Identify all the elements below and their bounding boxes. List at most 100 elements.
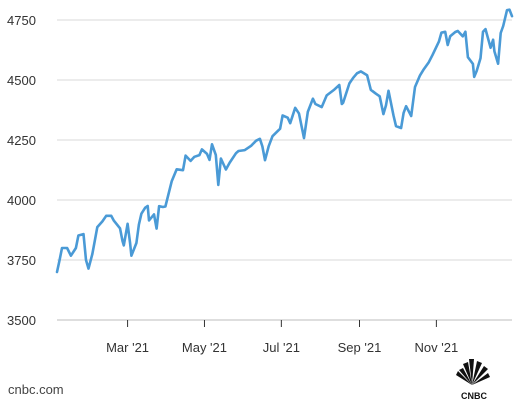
data-point: [348, 82, 351, 85]
data-point: [286, 116, 289, 119]
y-axis-tick-labels: 3500 3750 4000 4250 4500 4750: [7, 13, 36, 328]
data-point: [370, 89, 372, 91]
data-point: [96, 226, 99, 228]
x-tick-label: Sep '21: [338, 340, 382, 355]
grid-lines: [57, 19, 512, 321]
data-point: [144, 206, 146, 209]
data-point: [220, 157, 222, 160]
data-point: [320, 106, 323, 108]
data-point: [375, 92, 377, 95]
data-point: [405, 105, 407, 107]
data-point: [511, 15, 513, 17]
data-point: [148, 219, 150, 222]
data-point: [119, 227, 121, 230]
data-point: [82, 233, 85, 235]
data-point: [170, 180, 173, 183]
data-point: [464, 31, 467, 33]
data-point: [360, 70, 362, 73]
data-point: [506, 9, 508, 11]
data-point: [121, 240, 124, 242]
data-point: [479, 57, 482, 59]
data-point: [182, 169, 184, 171]
data-point: [385, 104, 387, 106]
data-point: [446, 44, 449, 46]
y-tick-label: 3500: [7, 313, 36, 328]
data-point: [312, 97, 314, 100]
data-point: [198, 154, 201, 156]
data-point: [228, 161, 231, 164]
data-point: [410, 115, 413, 117]
series-layer: [55, 8, 514, 274]
y-tick-label: 3750: [7, 253, 36, 268]
data-point: [105, 215, 107, 217]
data-point: [135, 242, 138, 244]
data-point: [499, 32, 502, 34]
data-point: [402, 112, 405, 114]
data-point: [123, 244, 125, 247]
data-point: [414, 86, 416, 88]
data-point: [392, 114, 395, 117]
data-point: [307, 111, 309, 113]
data-point: [449, 35, 452, 38]
data-point: [94, 240, 96, 242]
data-point: [158, 205, 160, 207]
cnbc-peacock-logo: CNBC: [456, 359, 490, 401]
data-point: [271, 135, 274, 137]
data-point: [225, 168, 227, 171]
data-point: [206, 153, 208, 155]
data-point: [387, 90, 390, 92]
data-point: [454, 31, 457, 33]
data-point: [91, 253, 94, 255]
data-point: [255, 139, 257, 142]
y-tick-label: 4750: [7, 13, 36, 28]
cnbc-logo-wordmark: CNBC: [461, 391, 487, 401]
data-point: [428, 61, 430, 63]
data-point: [342, 102, 344, 104]
data-point: [129, 242, 131, 244]
data-point: [264, 159, 266, 161]
data-point: [70, 254, 72, 257]
data-point: [175, 168, 178, 171]
data-point: [484, 28, 487, 30]
data-point: [289, 122, 292, 124]
data-point: [126, 223, 129, 225]
data-point: [298, 112, 300, 115]
data-point: [467, 56, 469, 58]
data-point: [497, 62, 499, 65]
data-point: [395, 125, 397, 127]
data-point: [101, 220, 104, 223]
data-point: [438, 40, 440, 43]
data-point: [303, 137, 305, 139]
data-point: [356, 72, 358, 75]
data-point: [164, 205, 167, 208]
data-point: [440, 31, 443, 34]
source-label: cnbc.com: [8, 382, 64, 397]
data-point: [189, 160, 192, 162]
data-point: [85, 259, 87, 261]
data-point: [333, 88, 336, 91]
data-point: [61, 247, 63, 249]
data-point: [75, 247, 77, 249]
data-point: [482, 31, 484, 33]
data-point: [489, 47, 492, 49]
data-point: [352, 77, 355, 79]
data-point: [184, 154, 187, 157]
data-point: [325, 94, 328, 97]
data-point: [267, 145, 270, 147]
data-point: [110, 215, 112, 217]
data-point: [472, 63, 474, 65]
x-tick-label: Nov '21: [415, 340, 459, 355]
data-point: [193, 156, 196, 158]
data-point: [211, 143, 213, 146]
data-point: [201, 148, 203, 151]
data-point: [138, 223, 140, 226]
data-point: [493, 50, 496, 52]
data-point: [217, 184, 220, 186]
data-point: [444, 31, 447, 33]
data-point: [423, 68, 425, 70]
data-point: [66, 247, 68, 249]
data-point: [237, 150, 240, 152]
data-point: [508, 8, 511, 11]
data-point: [259, 138, 261, 140]
